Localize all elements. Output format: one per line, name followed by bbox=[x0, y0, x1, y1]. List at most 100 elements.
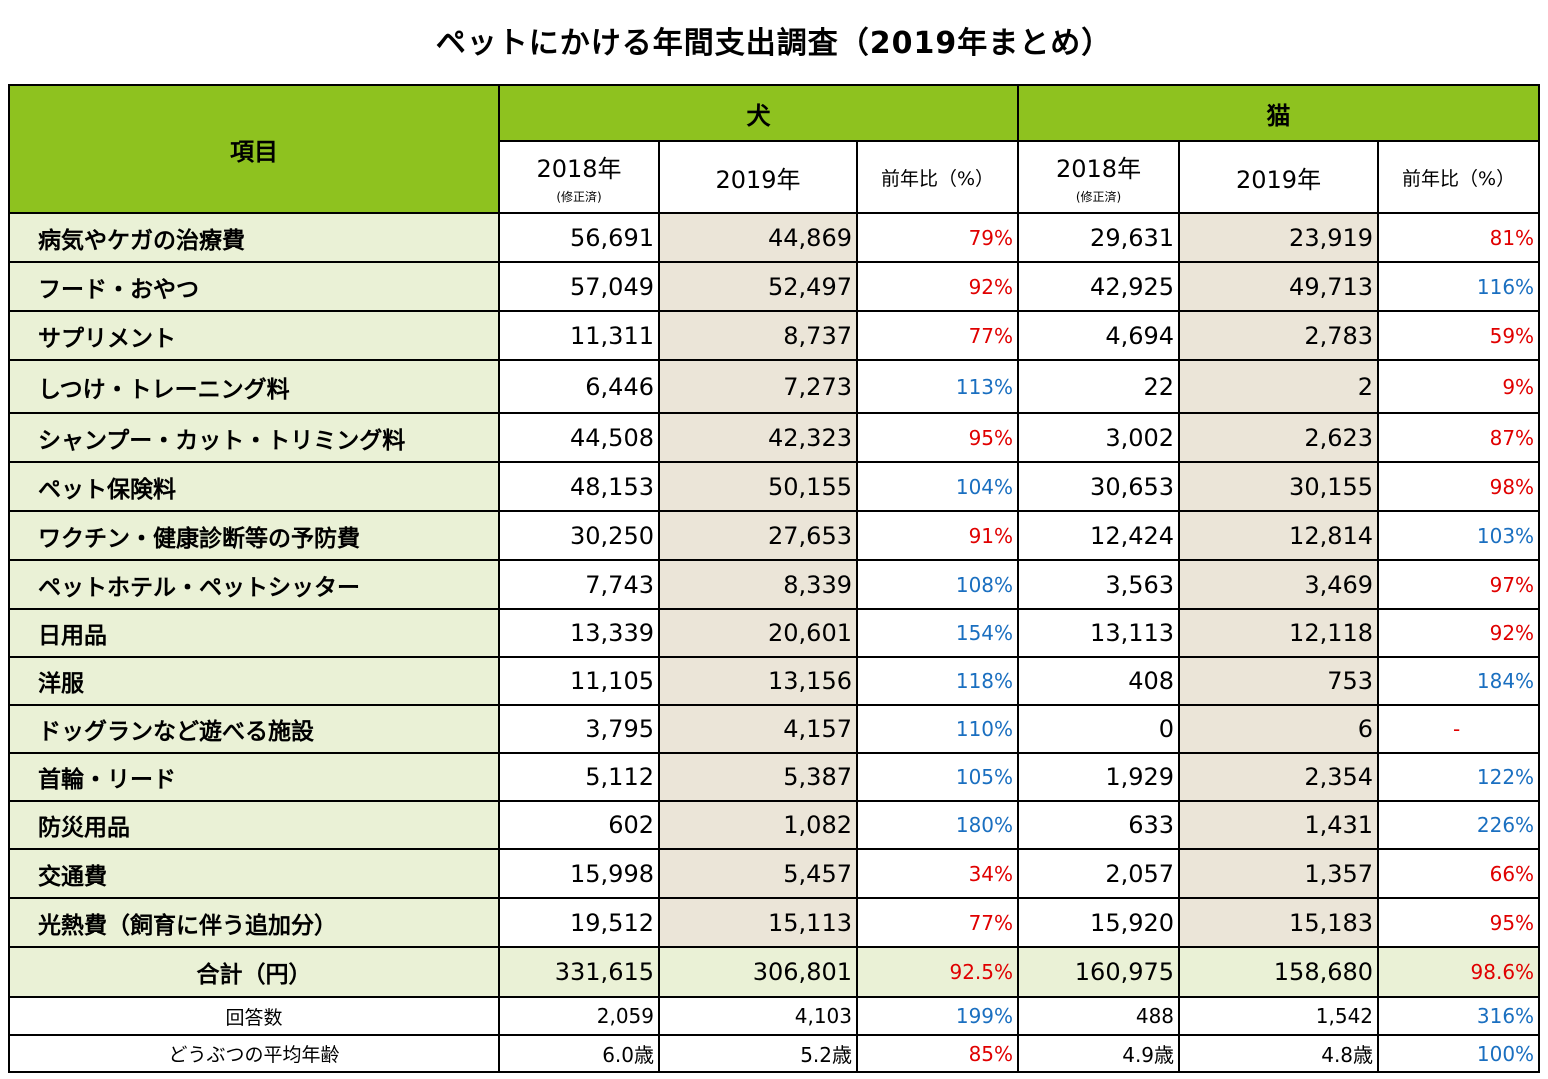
total-row: 合計（円） 331,615 306,801 92.5% 160,975 158,680 98… bbox=[8, 946, 1541, 998]
cat-ratio-value: 98.6% bbox=[1377, 946, 1541, 998]
cat-ratio-value: 95% bbox=[1377, 897, 1541, 948]
dog-2018-value: 7,743 bbox=[498, 559, 660, 610]
dog-ratio-value: 110% bbox=[855, 704, 1020, 754]
dog-ratio-value: 79% bbox=[855, 212, 1020, 263]
dog-2018-header: 2018年 (修正済) bbox=[498, 140, 660, 214]
table-row: ペット保険料 48,153 50,155 104% 30,653 30,155 98% bbox=[8, 461, 1541, 512]
cat-2019-value: 12,814 bbox=[1178, 510, 1380, 561]
cat-ratio-value: 9% bbox=[1377, 359, 1541, 414]
dog-2019-value: 42,323 bbox=[658, 412, 858, 463]
dog-ratio-value: 92% bbox=[855, 261, 1020, 312]
dog-ratio-value: 92.5% bbox=[855, 946, 1020, 998]
row-label: 回答数 bbox=[8, 996, 500, 1036]
dog-ratio-value: 77% bbox=[855, 897, 1020, 948]
dog-ratio-value: 118% bbox=[855, 656, 1020, 706]
cat-2018-value: 408 bbox=[1017, 656, 1181, 706]
cat-2019-value: 2 bbox=[1178, 359, 1380, 414]
cat-2018-value: 29,631 bbox=[1017, 212, 1181, 263]
dog-2018-value: 56,691 bbox=[498, 212, 660, 263]
respondents-row: 回答数 2,059 4,103 199% 488 1,542 316% bbox=[8, 996, 1541, 1036]
cat-2018-value: 1,929 bbox=[1017, 752, 1181, 802]
dog-ratio-value: 108% bbox=[855, 559, 1020, 610]
dog-2019-value: 7,273 bbox=[658, 359, 858, 414]
dog-ratio-value: 85% bbox=[855, 1034, 1020, 1073]
dog-ratio-header: 前年比（%） bbox=[855, 140, 1020, 214]
cat-2018-value: 42,925 bbox=[1017, 261, 1181, 312]
cat-2019-value: 4.8歳 bbox=[1178, 1034, 1380, 1073]
table-row: 防災用品 602 1,082 180% 633 1,431 226% bbox=[8, 800, 1541, 850]
cat-2018-value: 4.9歳 bbox=[1017, 1034, 1181, 1073]
dog-ratio-value: 95% bbox=[855, 412, 1020, 463]
dog-2018-value: 11,311 bbox=[498, 310, 660, 361]
header-row-group: 項目 犬 猫 bbox=[8, 84, 1541, 214]
cat-2019-value: 1,431 bbox=[1178, 800, 1380, 850]
dog-ratio-value: 154% bbox=[855, 608, 1020, 658]
cat-2018-value: 2,057 bbox=[1017, 848, 1181, 899]
dog-2019-value: 306,801 bbox=[658, 946, 858, 998]
row-label: 洋服 bbox=[8, 656, 500, 706]
row-label: ペット保険料 bbox=[8, 461, 500, 512]
row-label: しつけ・トレーニング料 bbox=[8, 359, 500, 414]
cat-ratio-value: 97% bbox=[1377, 559, 1541, 610]
cat-ratio-header: 前年比（%） bbox=[1377, 140, 1541, 214]
dog-ratio-value: 77% bbox=[855, 310, 1020, 361]
dog-ratio-value: 104% bbox=[855, 461, 1020, 512]
cat-2019-value: 2,623 bbox=[1178, 412, 1380, 463]
cat-2018-value: 4,694 bbox=[1017, 310, 1181, 361]
dog-2018-value: 331,615 bbox=[498, 946, 660, 998]
cat-2019-value: 15,183 bbox=[1178, 897, 1380, 948]
row-label: 病気やケガの治療費 bbox=[8, 212, 500, 263]
dog-2019-value: 20,601 bbox=[658, 608, 858, 658]
cat-2018-value: 633 bbox=[1017, 800, 1181, 850]
dog-ratio-value: 180% bbox=[855, 800, 1020, 850]
dog-ratio-value: 91% bbox=[855, 510, 1020, 561]
cat-2019-value: 753 bbox=[1178, 656, 1380, 706]
dog-2018-value: 6,446 bbox=[498, 359, 660, 414]
table-row: シャンプー・カット・トリミング料 44,508 42,323 95% 3,002 2,62… bbox=[8, 412, 1541, 463]
row-label: 日用品 bbox=[8, 608, 500, 658]
dog-2018-value: 15,998 bbox=[498, 848, 660, 899]
dog-2018-value: 3,795 bbox=[498, 704, 660, 754]
cat-ratio-value: 87% bbox=[1377, 412, 1541, 463]
cat-ratio-value: 116% bbox=[1377, 261, 1541, 312]
table-row: 病気やケガの治療費 56,691 44,869 79% 29,631 23,919 81% bbox=[8, 212, 1541, 263]
dog-2018-value: 48,153 bbox=[498, 461, 660, 512]
dog-2018-value: 2,059 bbox=[498, 996, 660, 1036]
table-row: しつけ・トレーニング料 6,446 7,273 113% 22 2 9% bbox=[8, 359, 1541, 414]
dog-2019-value: 4,157 bbox=[658, 704, 858, 754]
dog-2019-header: 2019年 bbox=[658, 140, 858, 214]
dog-header: 犬 bbox=[497, 84, 1020, 142]
dog-2019-value: 5,387 bbox=[658, 752, 858, 802]
table-row: ペットホテル・ペットシッター 7,743 8,339 108% 3,563 3,469 97… bbox=[8, 559, 1541, 610]
table-row: 洋服 11,105 13,156 118% 408 753 184% bbox=[8, 656, 1541, 706]
cat-2019-value: 12,118 bbox=[1178, 608, 1380, 658]
dog-2019-value: 5.2歳 bbox=[658, 1034, 858, 1073]
row-label: どうぶつの平均年齢 bbox=[8, 1034, 500, 1073]
table-row: ワクチン・健康診断等の予防費 30,250 27,653 91% 12,424 12,81… bbox=[8, 510, 1541, 561]
dog-2019-value: 5,457 bbox=[658, 848, 858, 899]
dog-2019-value: 44,869 bbox=[658, 212, 858, 263]
cat-ratio-value: 103% bbox=[1377, 510, 1541, 561]
cat-2019-header: 2019年 bbox=[1178, 140, 1380, 214]
dog-2019-value: 1,082 bbox=[658, 800, 858, 850]
cat-ratio-value: 59% bbox=[1377, 310, 1541, 361]
cat-ratio-value: 92% bbox=[1377, 608, 1541, 658]
cat-ratio-value: 184% bbox=[1377, 656, 1541, 706]
dog-2019-value: 8,737 bbox=[658, 310, 858, 361]
row-label: 防災用品 bbox=[8, 800, 500, 850]
cat-2019-value: 158,680 bbox=[1178, 946, 1380, 998]
cat-2019-value: 30,155 bbox=[1178, 461, 1380, 512]
cat-ratio-value: 98% bbox=[1377, 461, 1541, 512]
cat-ratio-value: - bbox=[1377, 704, 1541, 754]
cat-2019-value: 2,354 bbox=[1178, 752, 1380, 802]
cat-2019-value: 49,713 bbox=[1178, 261, 1380, 312]
cat-ratio-value: 66% bbox=[1377, 848, 1541, 899]
cat-2018-value: 488 bbox=[1017, 996, 1181, 1036]
cat-2018-value: 13,113 bbox=[1017, 608, 1181, 658]
dog-2018-value: 5,112 bbox=[498, 752, 660, 802]
dog-ratio-value: 199% bbox=[855, 996, 1020, 1036]
dog-2019-value: 27,653 bbox=[658, 510, 858, 561]
dog-2018-value: 44,508 bbox=[498, 412, 660, 463]
row-label: ワクチン・健康診断等の予防費 bbox=[8, 510, 500, 561]
row-label: 合計（円） bbox=[8, 946, 500, 998]
